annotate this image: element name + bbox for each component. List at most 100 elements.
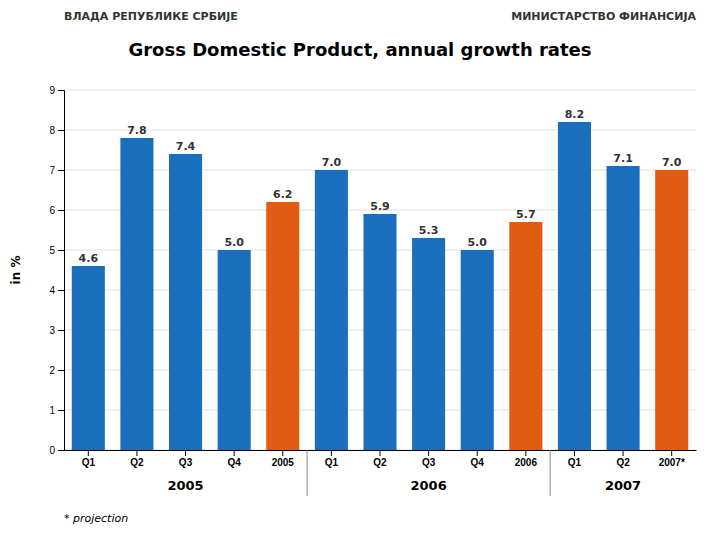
tick-mark bbox=[671, 450, 672, 456]
bar bbox=[120, 138, 153, 450]
tick-label: Q1 bbox=[568, 457, 582, 468]
tick-mark bbox=[428, 450, 429, 456]
tick-mark bbox=[88, 450, 89, 456]
tick-mark bbox=[623, 450, 624, 456]
tick-mark bbox=[331, 450, 332, 456]
tick-label: Q1 bbox=[82, 457, 96, 468]
tick: Q1 bbox=[325, 450, 339, 468]
data-label: 7.4 bbox=[176, 140, 196, 153]
tick-mark bbox=[58, 90, 64, 91]
bar bbox=[461, 250, 494, 450]
tick-label: Q2 bbox=[373, 457, 387, 468]
bar bbox=[72, 266, 105, 450]
tick-mark bbox=[58, 370, 64, 371]
tick-label: 3 bbox=[49, 325, 55, 336]
header-text: МИНИСТАРСТВО ФИНАНСИЈА bbox=[511, 10, 696, 23]
tick: 3 bbox=[49, 325, 64, 336]
tick-label: 6 bbox=[49, 205, 55, 216]
tick: Q1 bbox=[568, 450, 582, 468]
bar bbox=[607, 166, 640, 450]
data-label: 8.2 bbox=[565, 108, 585, 121]
header-text: ВЛАДА РЕПУБЛИКЕ СРБИЈЕ bbox=[64, 10, 238, 23]
tick: 2007* bbox=[659, 450, 685, 468]
tick-label: 2007* bbox=[659, 457, 685, 468]
tick: 2006 bbox=[515, 450, 538, 468]
tick-label: 2005 bbox=[272, 457, 295, 468]
tick: 4 bbox=[49, 285, 64, 296]
axis-line bbox=[58, 91, 65, 451]
title: Gross Domestic Product, annual growth ra… bbox=[128, 39, 591, 60]
x-axis: Q1Q2Q3Q42005Q1Q2Q3Q42006Q1Q22007* bbox=[65, 450, 697, 468]
data-label: 5.3 bbox=[419, 224, 439, 237]
grid-line bbox=[64, 170, 696, 171]
tick-mark bbox=[282, 450, 283, 456]
data-label: 5.0 bbox=[224, 236, 244, 249]
tick-label: Q3 bbox=[179, 457, 193, 468]
tick: 2005 bbox=[272, 450, 295, 468]
tick-mark bbox=[477, 450, 478, 456]
plot: 4.67.87.45.06.27.05.95.35.05.78.27.17.00… bbox=[49, 85, 696, 496]
tick-mark bbox=[185, 450, 186, 456]
tick: 8 bbox=[49, 125, 64, 136]
tick-mark bbox=[58, 290, 64, 291]
group-separators bbox=[307, 450, 550, 496]
data-label: 7.1 bbox=[613, 152, 633, 165]
data-label: 7.0 bbox=[322, 156, 342, 169]
tick-label: 5 bbox=[49, 245, 55, 256]
tick: 7 bbox=[49, 165, 64, 176]
tick-label: Q2 bbox=[616, 457, 630, 468]
tick: 5 bbox=[49, 245, 64, 256]
data-labels: 4.67.87.45.06.27.05.95.35.05.78.27.17.0 bbox=[79, 108, 682, 265]
tick-label: Q4 bbox=[471, 457, 485, 468]
tick: Q4 bbox=[471, 450, 485, 468]
tick-mark bbox=[58, 410, 64, 411]
grid-line bbox=[64, 130, 696, 131]
group-separator bbox=[307, 450, 308, 496]
tick-label: Q4 bbox=[227, 457, 241, 468]
tick-mark bbox=[380, 450, 381, 456]
bar bbox=[412, 238, 445, 450]
bars bbox=[72, 122, 688, 450]
bar bbox=[558, 122, 591, 450]
bar bbox=[315, 170, 348, 450]
tick-label: 1 bbox=[49, 405, 55, 416]
tick-mark bbox=[58, 250, 64, 251]
bar bbox=[655, 170, 688, 450]
bar bbox=[218, 250, 251, 450]
tick: 9 bbox=[49, 85, 64, 96]
tick-label: Q2 bbox=[130, 457, 144, 468]
tick-mark bbox=[58, 130, 64, 131]
tick: Q2 bbox=[130, 450, 144, 468]
tick-mark bbox=[234, 450, 235, 456]
data-label: 5.0 bbox=[467, 236, 487, 249]
chart: ВЛАДА РЕПУБЛИКЕ СРБИЈЕ МИНИСТАРСТВО ФИНАН… bbox=[0, 0, 720, 540]
tick-mark bbox=[58, 210, 64, 211]
bar bbox=[266, 202, 299, 450]
footer-note: * projection bbox=[64, 512, 128, 525]
tick-label: 0 bbox=[49, 445, 55, 456]
grid-line bbox=[64, 90, 696, 91]
data-label: 4.6 bbox=[79, 252, 99, 265]
tick: Q3 bbox=[179, 450, 193, 468]
data-label: 7.8 bbox=[127, 124, 147, 137]
tick-label: 9 bbox=[49, 85, 55, 96]
bar bbox=[509, 222, 542, 450]
tick-mark bbox=[136, 450, 137, 456]
tick: 1 bbox=[49, 405, 64, 416]
tick: Q2 bbox=[616, 450, 630, 468]
tick: Q1 bbox=[82, 450, 96, 468]
tick-label: 2006 bbox=[515, 457, 538, 468]
data-label: 7.0 bbox=[662, 156, 682, 169]
group-labels: 200520062007 bbox=[167, 478, 641, 493]
group-label: 2005 bbox=[167, 478, 203, 493]
tick: Q4 bbox=[227, 450, 241, 468]
tick-mark bbox=[574, 450, 575, 456]
tick-label: 2 bbox=[49, 365, 55, 376]
tick-mark bbox=[58, 330, 64, 331]
tick: 0 bbox=[49, 445, 64, 456]
bar bbox=[363, 214, 396, 450]
tick-label: 8 bbox=[49, 125, 55, 136]
tick-label: Q1 bbox=[325, 457, 339, 468]
data-label: 5.7 bbox=[516, 208, 536, 221]
tick-mark bbox=[58, 450, 64, 451]
